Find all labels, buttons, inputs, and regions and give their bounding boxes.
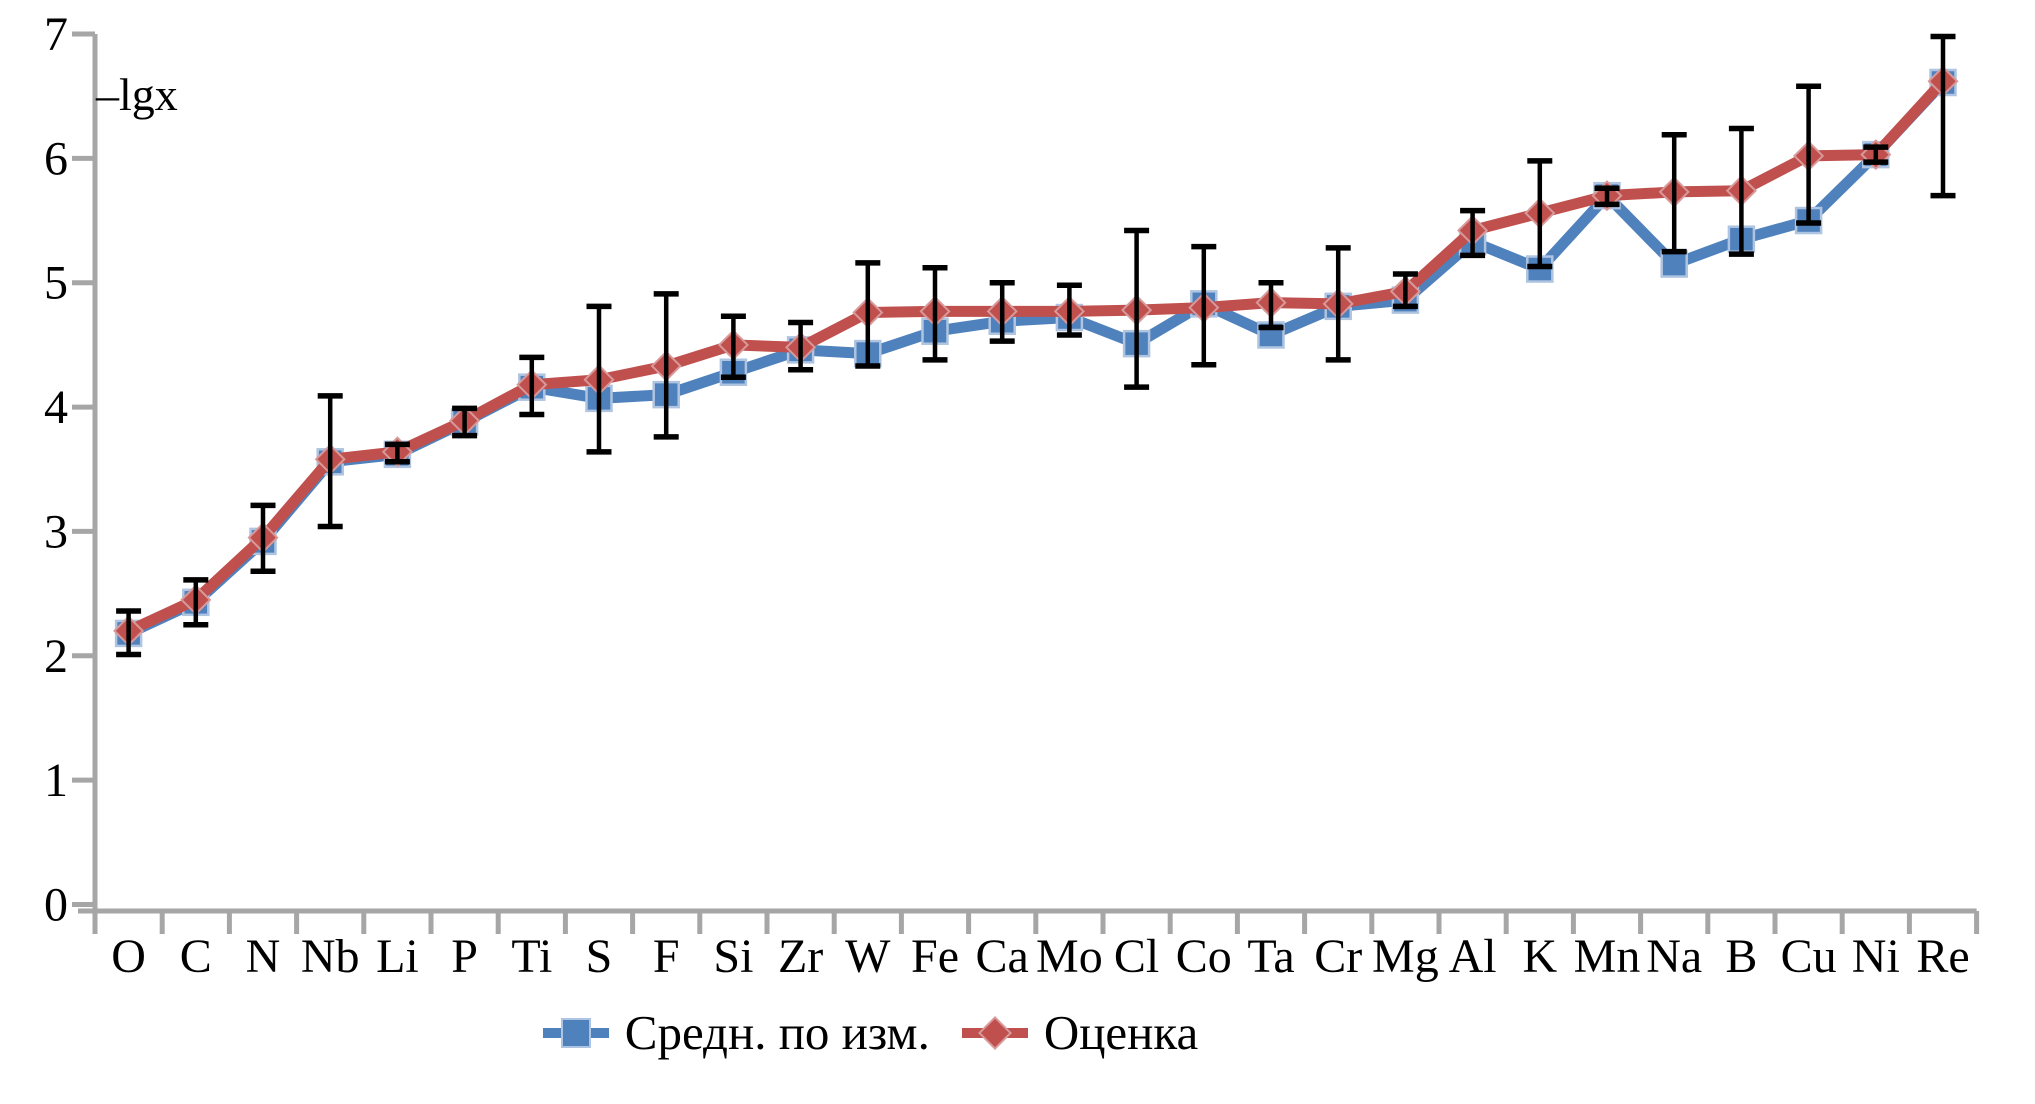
x-category-label: P <box>451 930 478 983</box>
x-category-label: Zr <box>778 930 823 983</box>
x-category-label: Ca <box>976 930 1029 983</box>
x-category-label: Fe <box>911 930 959 983</box>
x-category-label: N <box>246 930 281 983</box>
y-tick-label: 5 <box>44 257 68 310</box>
x-category-label: Ta <box>1247 930 1294 983</box>
x-category-label: W <box>845 930 891 983</box>
y-tick-label: 3 <box>44 505 68 558</box>
marker-square-measured <box>1660 250 1688 278</box>
x-category-label: F <box>653 930 680 983</box>
x-category-label: C <box>180 930 212 983</box>
x-category-label: O <box>111 930 146 983</box>
x-category-label: Cr <box>1314 930 1362 983</box>
y-tick-label: 1 <box>44 754 68 807</box>
legend-item-estimate: Оценка <box>960 1004 1198 1061</box>
x-category-label: B <box>1725 930 1757 983</box>
legend-item-measured: Средн. по изм. <box>541 1004 930 1061</box>
x-category-label: Li <box>376 930 419 983</box>
x-category-label: Cl <box>1114 930 1159 983</box>
y-axis-title: –lgx <box>95 69 178 120</box>
chart-legend: Средн. по изм. Оценка <box>0 1004 1887 1061</box>
x-category-label: Mo <box>1036 930 1103 983</box>
x-category-label: K <box>1522 930 1557 983</box>
x-category-label: Na <box>1646 930 1702 983</box>
y-tick-label: 4 <box>44 381 68 434</box>
y-tick-label: 2 <box>44 630 68 683</box>
series-line-measured <box>123 76 1949 639</box>
legend-label-measured: Средн. по изм. <box>624 1005 930 1060</box>
x-category-label: Mg <box>1372 930 1439 983</box>
x-category-label: Co <box>1176 930 1232 983</box>
x-category-label: Cu <box>1781 930 1837 983</box>
x-category-label: Ti <box>511 930 552 983</box>
y-tick-label: 6 <box>44 132 68 185</box>
legend-diamond-marker-icon <box>961 1015 1028 1050</box>
x-category-label: Ni <box>1852 930 1900 983</box>
x-category-label: Si <box>713 930 753 983</box>
x-category-label: Nb <box>301 930 360 983</box>
y-tick-label: 0 <box>44 879 68 932</box>
legend-label-estimate: Оценка <box>1043 1005 1199 1060</box>
x-category-label: Mn <box>1574 930 1641 983</box>
x-category-label: S <box>586 930 613 983</box>
y-tick-label: 7 <box>44 8 68 61</box>
series-line-estimate <box>123 75 1949 637</box>
x-category-label: Re <box>1916 930 1969 983</box>
legend-square-marker-icon <box>542 1017 609 1048</box>
x-category-label: Al <box>1449 930 1497 983</box>
